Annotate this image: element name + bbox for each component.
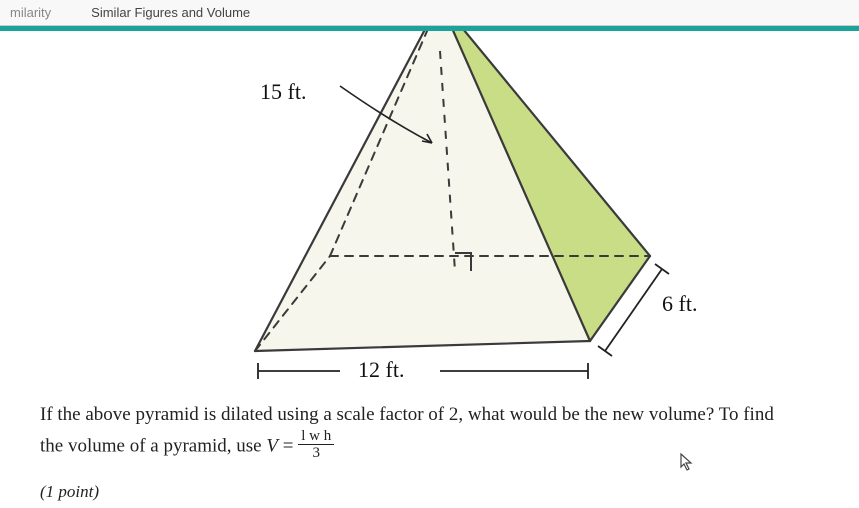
formula-eq: = (283, 435, 298, 456)
length-label: 12 ft. (358, 357, 404, 383)
formula-fraction: l w h 3 (298, 428, 334, 462)
formula-numerator: l w h (298, 428, 334, 446)
header-bar: milarity Similar Figures and Volume (0, 0, 859, 26)
points-label: (1 point) (40, 482, 819, 502)
pyramid-svg (40, 31, 820, 391)
pyramid-figure: 15 ft. 12 ft. 6 ft. (40, 31, 819, 391)
question-line1: If the above pyramid is dilated using a … (40, 404, 774, 425)
height-label: 15 ft. (260, 79, 306, 105)
formula-denominator: 3 (298, 445, 334, 462)
formula-v: V (266, 435, 278, 456)
header-title: Similar Figures and Volume (91, 5, 250, 20)
content-area: 15 ft. 12 ft. 6 ft. If the above pyramid… (0, 31, 859, 508)
breadcrumb-left: milarity (10, 5, 51, 20)
question-text: If the above pyramid is dilated using a … (40, 401, 819, 464)
question-line2-prefix: the volume of a pyramid, use (40, 435, 266, 456)
width-label: 6 ft. (662, 291, 697, 317)
